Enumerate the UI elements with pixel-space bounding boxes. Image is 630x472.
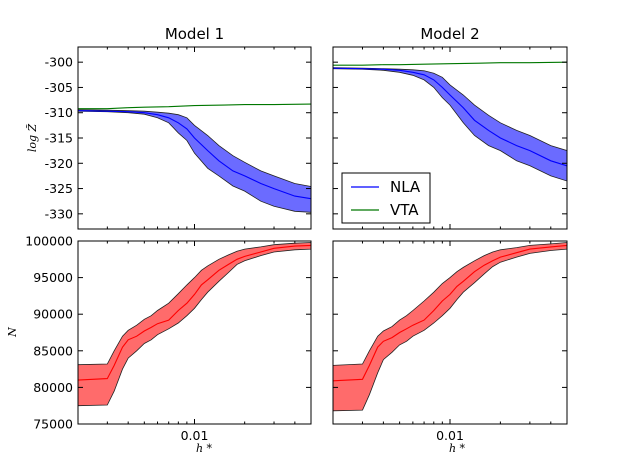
series-line-vta — [333, 61, 567, 66]
legend-box — [341, 172, 431, 224]
y-axis-label: N — [6, 327, 19, 338]
panel-model1-logz: Model 1 -300 -305 -310 -315 -320 -325 -330 log… — [26, 25, 312, 230]
series-line-series0 — [78, 244, 311, 381]
y-tick-label: -300 — [45, 55, 73, 70]
y-tick-label: -310 — [45, 105, 73, 120]
panel-model1-n: 75000 80000 85000 90000 95000 100000 0.01 N h … — [6, 234, 312, 455]
axis-ticks: -300 -305 -310 -315 -320 -325 -330 — [45, 47, 311, 229]
legend: NLA VTA — [341, 172, 431, 224]
panel-plot-area — [333, 61, 567, 182]
x-tick-label: 0.01 — [436, 428, 464, 443]
legend-label-nla: NLA — [390, 178, 421, 196]
x-axis-label: h * — [449, 442, 466, 455]
y-tick-label: 85000 — [33, 343, 73, 358]
y-tick-label: 95000 — [33, 270, 73, 285]
confidence-band-series0 — [333, 242, 567, 412]
legend-label-vta: VTA — [390, 201, 419, 219]
axis-ticks: 75000 80000 85000 90000 95000 100000 0.01 — [25, 234, 311, 443]
panel-title: Model 1 — [165, 25, 224, 43]
axis-ticks — [333, 47, 567, 229]
series-line-nla — [78, 110, 311, 200]
y-tick-label: -320 — [45, 156, 73, 171]
y-axis-label: log Z̃ — [26, 123, 39, 152]
y-tick-label: 90000 — [33, 307, 73, 322]
series-line-vta — [78, 103, 311, 110]
x-tick-label: 0.01 — [181, 428, 209, 443]
confidence-band-nla — [333, 67, 567, 182]
confidence-band-nla — [78, 109, 311, 213]
series-line-nla — [333, 67, 567, 167]
panel-plot-area — [78, 103, 311, 213]
y-tick-label: 80000 — [33, 380, 73, 395]
series-line-series0 — [333, 244, 567, 382]
panel-plot-area — [78, 242, 311, 407]
y-tick-label: 75000 — [33, 417, 73, 432]
panel-title: Model 2 — [420, 25, 479, 43]
y-tick-label: -330 — [45, 206, 73, 221]
panel-model2-n: 0.01 h * — [332, 240, 568, 455]
axis-ticks: 0.01 — [333, 240, 567, 443]
x-axis-label: h * — [196, 442, 213, 455]
y-tick-label: -325 — [45, 181, 73, 196]
panel-model2-logz: Model 2 NLA VTA — [332, 25, 568, 230]
y-tick-label: 100000 — [25, 234, 73, 249]
y-tick-label: -305 — [45, 80, 73, 95]
y-tick-label: -315 — [45, 131, 73, 146]
confidence-band-series0 — [78, 242, 311, 407]
panel-plot-area — [333, 242, 567, 412]
